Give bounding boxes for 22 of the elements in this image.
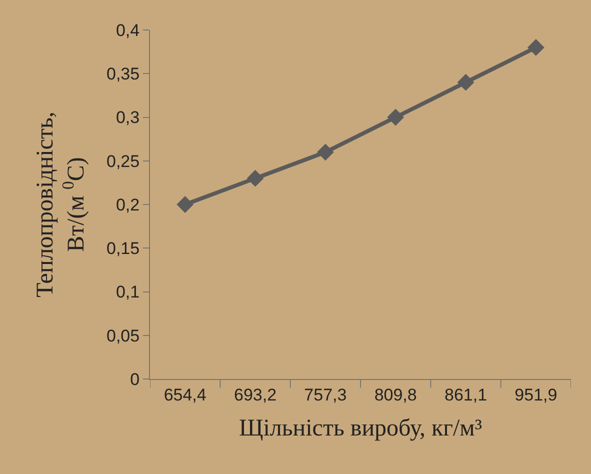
y-tick-label: 0,4 bbox=[116, 20, 140, 40]
x-tick-label: 951,9 bbox=[514, 385, 558, 404]
y-tick-label: 0,05 bbox=[106, 326, 140, 346]
x-tick-label: 757,3 bbox=[304, 385, 347, 404]
point bbox=[176, 196, 194, 213]
x-tick-label: 809,8 bbox=[374, 385, 417, 404]
x-tick-label: 654,4 bbox=[164, 385, 206, 404]
y-tick-label: 0,15 bbox=[106, 239, 140, 258]
y-tick-label: 0,35 bbox=[106, 64, 140, 84]
point bbox=[316, 144, 334, 161]
y-tick-label: 0,2 bbox=[116, 195, 140, 214]
y-tick-label: 0,3 bbox=[116, 108, 140, 128]
point bbox=[387, 108, 404, 126]
y-tick-label: 0 bbox=[130, 370, 140, 389]
x-axis-title: Щільність виробу, кг/м³ bbox=[238, 416, 482, 442]
x-tick-label: 861,1 bbox=[444, 385, 488, 404]
x-tick-label: 693,2 bbox=[234, 385, 277, 404]
point bbox=[246, 170, 264, 187]
point bbox=[457, 74, 474, 91]
point bbox=[527, 39, 544, 56]
y-tick-label: 0,1 bbox=[116, 282, 140, 302]
y-tick-label: 0,25 bbox=[106, 152, 140, 171]
